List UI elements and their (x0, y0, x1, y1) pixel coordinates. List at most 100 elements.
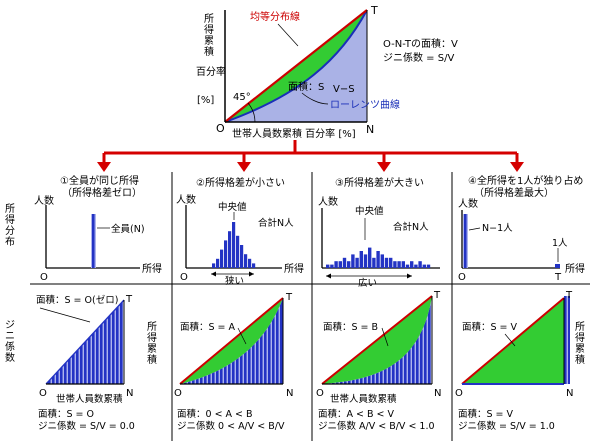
case2-dist-total: 合計N人 (258, 217, 294, 229)
case4-dist-x: 所得 (565, 263, 585, 275)
case4-gini-blue (564, 296, 570, 384)
case1-dist-note: 全員(N) (111, 223, 145, 235)
case2-gini-t: T (285, 292, 293, 303)
case4-dist-o: O (458, 272, 466, 283)
main-note-gini: ジニ係数 = S/V (383, 53, 455, 64)
case3-hist-bar-19 (405, 264, 410, 268)
case1-title-2: （所得格差ゼロ） (62, 186, 142, 199)
case4-title-2: （所得格差最大） (474, 186, 554, 199)
main-equality-label: 均等分布線 (250, 10, 300, 23)
case3-hist-bar-9 (363, 254, 368, 268)
case3-gini-area: 面積：S = B (323, 321, 378, 333)
case2-hist-bar-5 (232, 222, 236, 268)
case2-hist-bar-4 (228, 231, 232, 268)
case3-hist-bar-22 (418, 261, 422, 268)
panel-grid (30, 172, 590, 441)
case3-hist-bar-17 (397, 261, 401, 268)
case3-hist-bar-3 (338, 261, 342, 268)
case3-hist-bar-7 (355, 257, 359, 268)
case3-gini-t: T (433, 290, 441, 301)
arrow-head-2 (237, 162, 251, 172)
case3-distribution: 人数 中央値 合計N人 広い (318, 195, 440, 289)
case2-hist-bar-10 (252, 263, 256, 268)
case3-hist-bar-10 (368, 247, 372, 268)
case3-hist-bar-14 (384, 257, 389, 268)
case4-gini-n: N (566, 388, 573, 399)
case3-hist-bar-11 (372, 257, 376, 268)
case4-dist-bar-right (555, 264, 560, 268)
case3-dist-center: 中央値 (355, 205, 384, 217)
case3-hist-bar-16 (393, 261, 397, 268)
case2-hist-bar-0 (212, 263, 216, 268)
case3-hist-bar-18 (401, 261, 405, 268)
case3-hist-bar-23 (422, 264, 426, 268)
case3-hist-bar-6 (351, 254, 355, 268)
main-notes: O-N-Tの面積：V ジニ係数 = S/V (383, 38, 458, 66)
case4-gini-area: 面積：S = V (462, 321, 518, 333)
case4-gini-o: O (455, 388, 463, 399)
case3-dist-total: 合計N人 (393, 221, 429, 233)
case4-dist-y: 人数 (458, 197, 478, 210)
case3-hist-bar-5 (347, 261, 351, 268)
case3-hist-bar-12 (376, 251, 380, 268)
main-lorenz-label: ローレンツ曲線 (330, 98, 400, 111)
case2-gini: T N O 面積：S = A (174, 292, 293, 399)
case2-gini-area: 面積：S = A (180, 321, 236, 333)
case4-dist-right: 1人 (552, 238, 568, 249)
case1-distribution: 人数 O 所得 全員(N) (34, 194, 162, 283)
case1-dist-x: 所得 (142, 263, 162, 275)
case3-hist-bar-2 (334, 261, 338, 268)
case1-dist-o: O (40, 272, 48, 283)
case2-summary: 面積：0 < A < B ジニ係数 0 < A/V < B/V (177, 409, 285, 432)
case4-dist-t: T (554, 272, 562, 283)
branch-arrows (97, 140, 524, 172)
main-corner-n: N (366, 123, 374, 136)
row-label-distribution: 所 得 分 布 (5, 204, 15, 248)
case1-gini: T N O 世帯人員数累積 面積：S = O(ゼロ) (36, 294, 133, 405)
case2-dist-center: 中央値 (218, 201, 247, 213)
main-y-label-3: [%] (197, 95, 214, 106)
case3-hist-bar-4 (342, 257, 347, 268)
case2-gini-blue (180, 298, 283, 384)
case3-hist-bar-8 (359, 251, 363, 268)
case1-gini-n: N (126, 388, 133, 399)
case1-dist-bar (91, 214, 96, 268)
case3-hist-bar-15 (389, 257, 393, 268)
case3-hist-bar-21 (414, 264, 418, 268)
main-corner-t: T (370, 4, 378, 17)
case3-gini-blue (322, 296, 432, 384)
main-lorenz-diagram: 45° O T N 世帯人員数累積 百分率 [%] 面積：S V−S 均等分布線… (196, 4, 400, 140)
case1-gini-o: O (39, 388, 47, 399)
case2-hist-bar-6 (236, 235, 240, 268)
case2-distribution: 人数 O 所得 中央値 合計N人 狭い (176, 193, 304, 287)
main-area-vs (225, 10, 367, 122)
main-y-label-2: 百分率 (196, 65, 226, 78)
main-angle-arc (247, 102, 256, 123)
case1-dist-y: 人数 (34, 194, 54, 207)
case4-gini-t: T (565, 290, 573, 301)
case3-gini-n: N (434, 388, 441, 399)
case3-gini-xlabel: 世帯人員数累積 (330, 393, 397, 405)
case4-gini-ylabel: 所 得 累 積 (575, 322, 585, 366)
main-angle-label: 45° (233, 92, 251, 103)
main-origin: O (216, 122, 225, 135)
main-x-label: 世帯人員数累積 百分率 [%] (232, 127, 356, 140)
case3-histogram (326, 247, 431, 268)
main-area-s-label: 面積：S (288, 80, 324, 93)
case1-title-1: ①全員が同じ所得 (60, 174, 139, 187)
case2-dist-o: O (180, 272, 188, 283)
case3-gini: T N O 世帯人員数累積 面積：S = B (316, 290, 441, 405)
case3-hist-bar-24 (426, 264, 431, 268)
case3-hist-bar-1 (330, 264, 334, 268)
case2-histogram (212, 222, 256, 268)
case2-hist-bar-7 (240, 245, 244, 268)
case3-dist-range: 広い (358, 277, 377, 289)
case4-title-1: ④全所得を1人が独り占め (468, 174, 583, 187)
case3-gini-o: O (316, 388, 324, 399)
arrow-head-3 (377, 162, 391, 172)
case2-gini-o: O (174, 388, 182, 399)
arrow-head-1 (97, 162, 111, 172)
case2-hist-bar-3 (224, 240, 228, 268)
arrow-head-4 (510, 162, 524, 172)
